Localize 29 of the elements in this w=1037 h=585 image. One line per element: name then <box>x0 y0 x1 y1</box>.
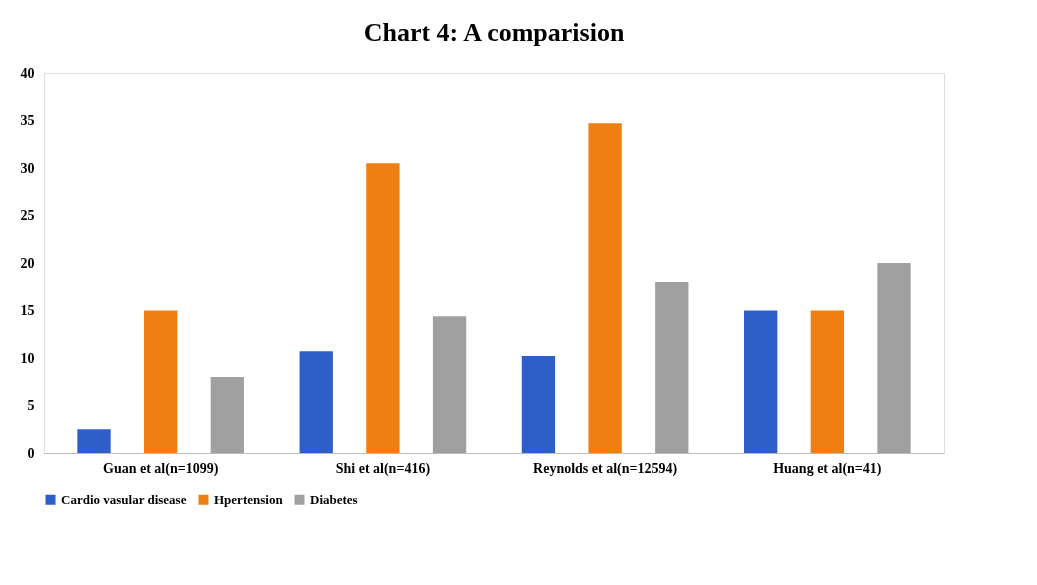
legend-label: Diabetes <box>310 491 358 507</box>
bar <box>432 316 467 453</box>
y-tick-label: 40 <box>20 65 35 81</box>
bar <box>810 310 844 453</box>
y-tick-label: 25 <box>20 208 35 223</box>
legend-label: Hpertension <box>214 491 284 507</box>
x-tick-label: Huang et al(n=41) <box>773 460 882 477</box>
x-tick-label: Guan et al(n=1099) <box>103 460 219 477</box>
bar <box>744 310 778 453</box>
y-tick-label: 5 <box>27 398 35 413</box>
legend-label: Cardio vasular disease <box>61 491 187 507</box>
x-tick-label: Reynolds et al(n=12594) <box>533 460 678 477</box>
bar <box>366 163 400 453</box>
y-tick-label: 20 <box>20 255 35 271</box>
bar <box>588 123 622 453</box>
y-tick-label: 30 <box>20 160 35 176</box>
y-tick-label: 35 <box>20 113 35 128</box>
y-tick-label: 0 <box>27 445 35 461</box>
bar <box>655 282 689 453</box>
chart-title: Chart 4: A comparision <box>363 18 625 47</box>
x-tick-label: Shi et al(n=416) <box>335 460 431 477</box>
y-tick-label: 15 <box>20 303 35 318</box>
bar <box>877 263 911 453</box>
bar <box>521 356 556 453</box>
bar <box>299 351 333 453</box>
bar <box>144 310 178 453</box>
bar <box>77 429 111 453</box>
bar <box>210 377 244 453</box>
y-tick-label: 10 <box>20 350 35 366</box>
